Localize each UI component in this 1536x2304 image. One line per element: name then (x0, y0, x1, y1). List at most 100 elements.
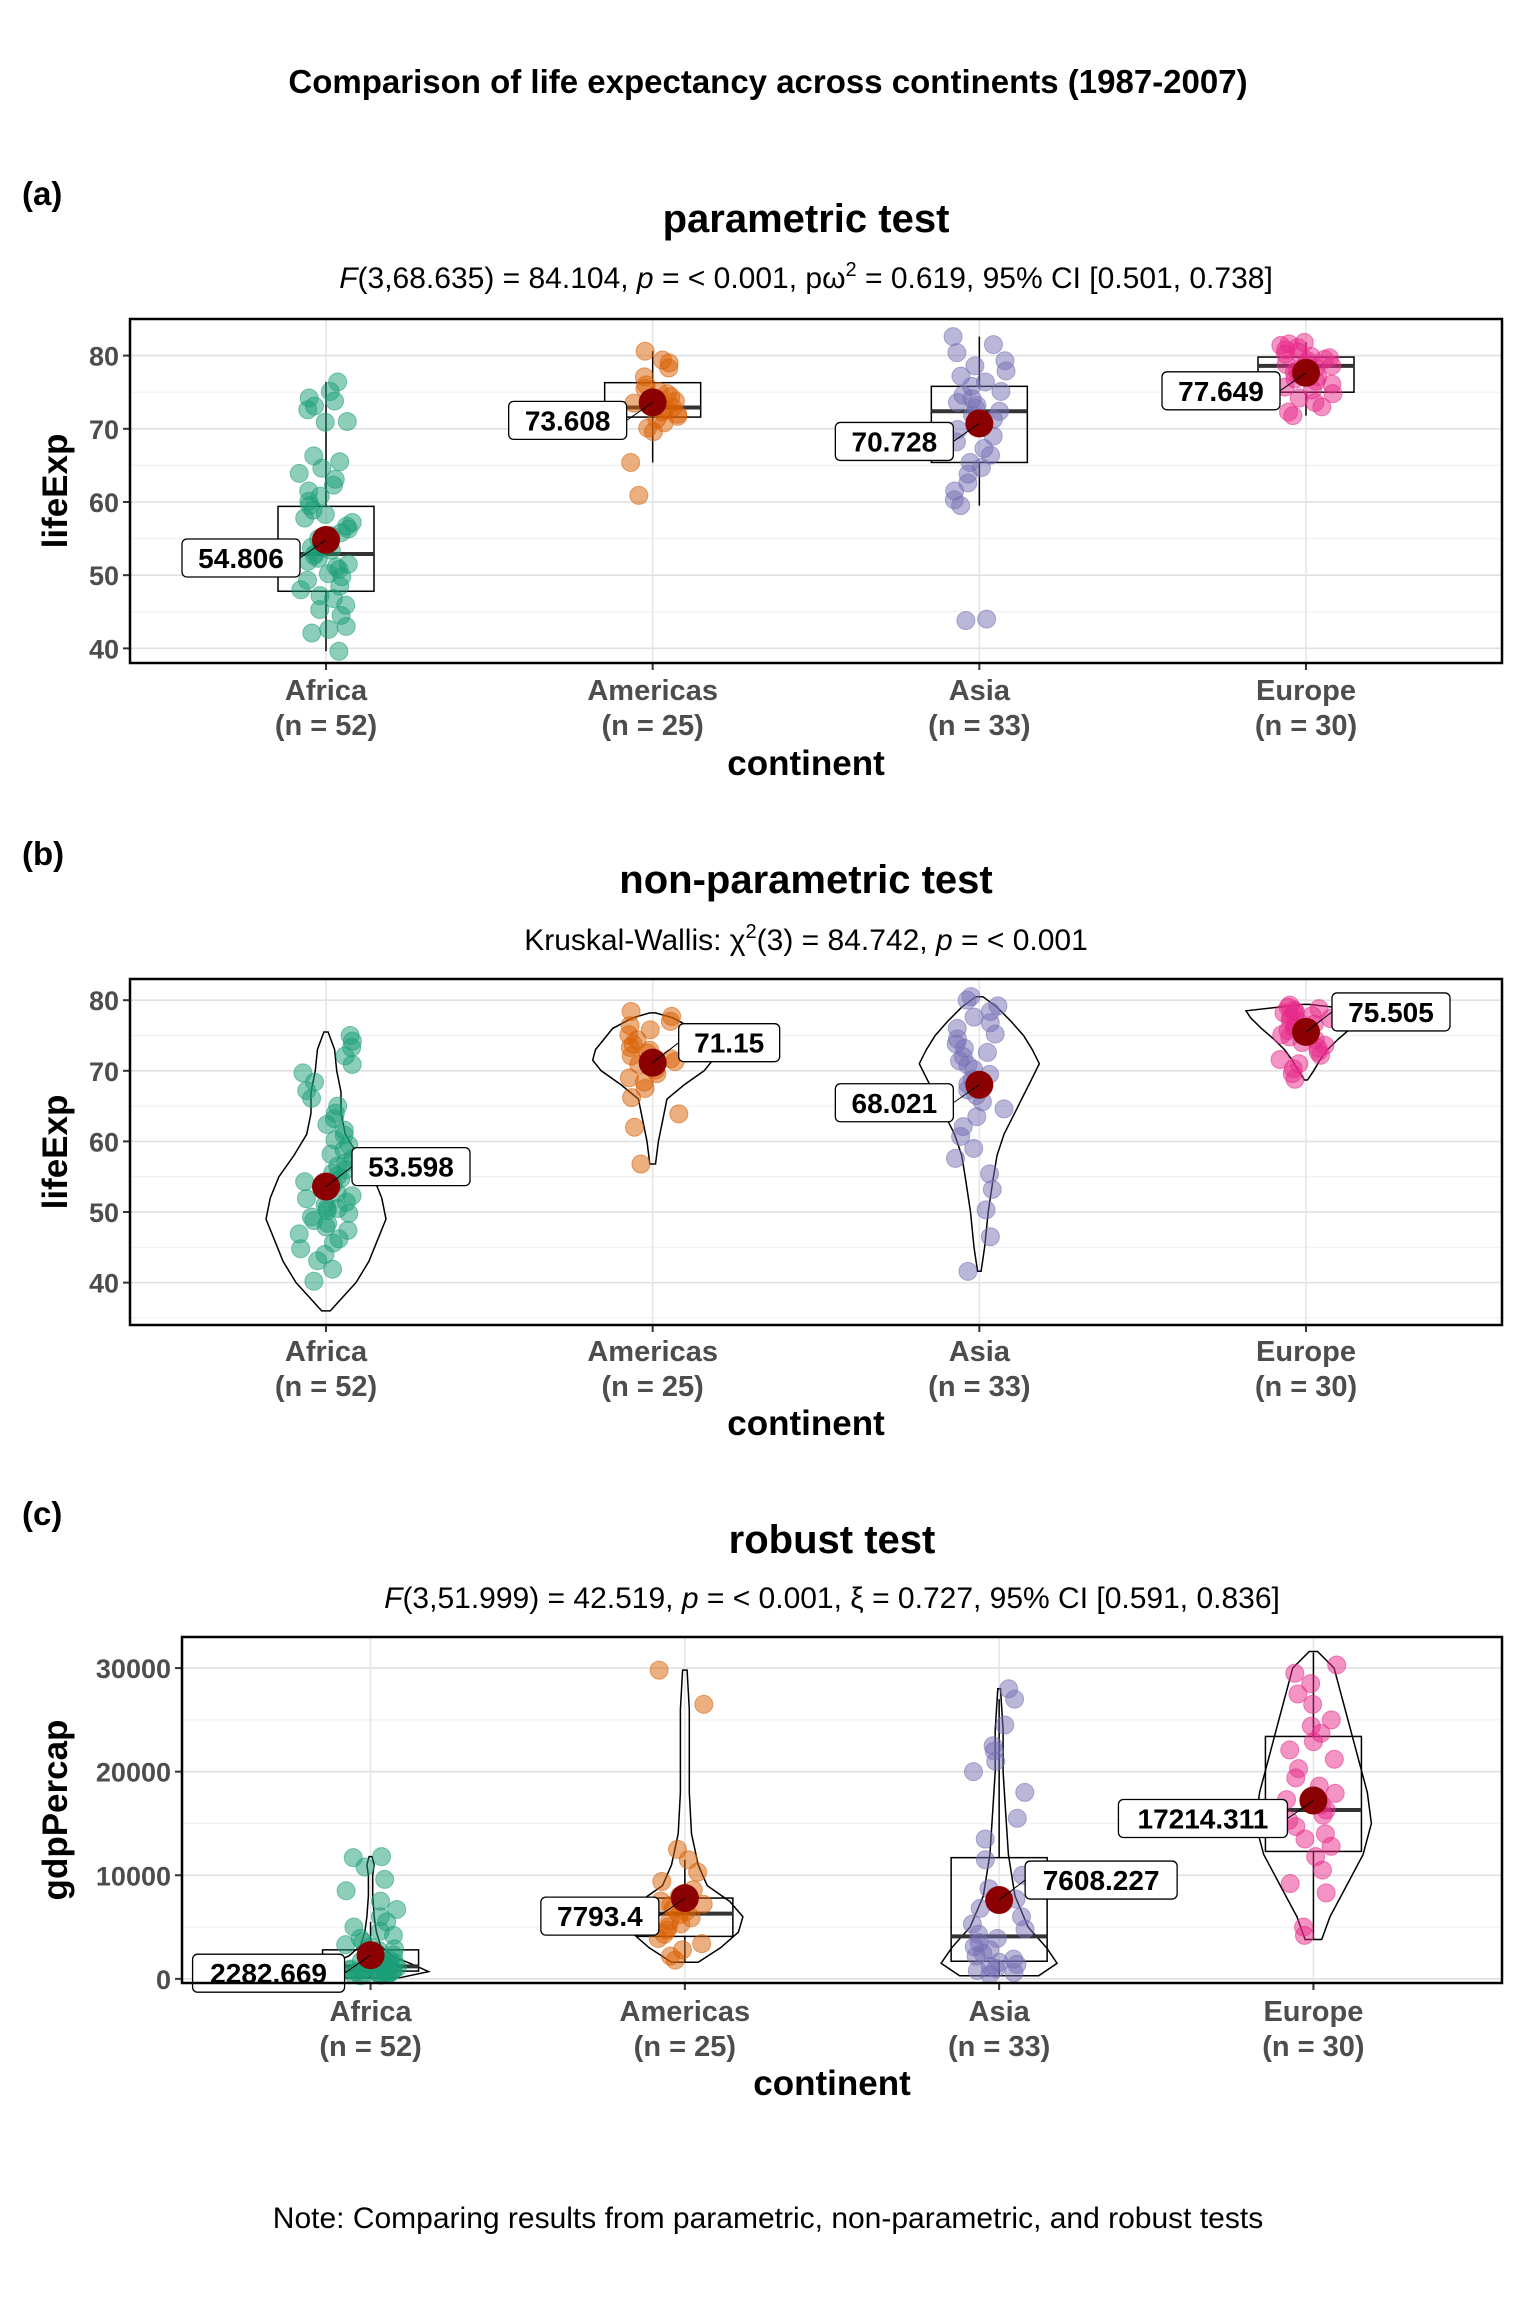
mean-label-box (351, 1146, 471, 1187)
data-point (965, 356, 985, 376)
mean-label-connector (344, 1954, 371, 1974)
x-tick-label: Asia (969, 1996, 1031, 2028)
data-point (1289, 1054, 1309, 1074)
data-point (337, 411, 357, 431)
y-tick-label: 70 (89, 1057, 119, 1087)
mean-label-box (1161, 371, 1281, 411)
data-point (631, 1154, 651, 1174)
panel-subtitle: F(3,68.635) = 84.104, p = < 0.001, pω2 =… (339, 259, 1273, 295)
data-point (1279, 402, 1299, 422)
data-point (1303, 1694, 1323, 1714)
y-tick-label: 20000 (96, 1758, 171, 1788)
y-tick-label: 0 (156, 1965, 171, 1995)
data-point (1288, 1684, 1308, 1704)
mean-label-box (834, 1083, 954, 1123)
x-axis-label: continent (753, 2064, 911, 2103)
data-point (953, 1117, 973, 1137)
data-point (991, 381, 1011, 401)
data-point (694, 1694, 714, 1714)
mean-label-connector (1305, 1011, 1333, 1033)
data-point (1004, 1949, 1024, 1969)
x-tick-count: (n = 33) (928, 1371, 1030, 1403)
data-point (947, 343, 967, 363)
data-point (964, 1138, 984, 1158)
data-point (964, 1007, 984, 1027)
data-point (961, 987, 981, 1007)
x-tick-label: Africa (285, 1336, 368, 1368)
data-point (295, 1172, 315, 1192)
x-tick-count: (n = 52) (319, 2031, 421, 2063)
data-point (298, 570, 318, 590)
panel-title: non-parametric test (619, 858, 992, 902)
panel-subtitle: F(3,51.999) = 42.519, p = < 0.001, ξ = 0… (384, 1582, 1280, 1615)
data-point (621, 452, 641, 472)
y-axis-label: lifeExp (36, 434, 75, 549)
data-point (329, 641, 349, 661)
mean-label-box (1331, 992, 1451, 1032)
violin-europe (1254, 1650, 1373, 1941)
mean-label-box (834, 421, 954, 462)
data-point (990, 401, 1010, 421)
data-point (945, 1148, 965, 1168)
data-point (289, 463, 309, 483)
data-point (980, 1227, 1000, 1247)
mean-label-box (678, 1023, 781, 1063)
mean-label-connector (1279, 372, 1307, 392)
data-point (299, 481, 319, 501)
data-point (328, 372, 348, 392)
y-tick-label: 60 (89, 1127, 119, 1157)
panels: (a) parametric test F(3,68.635) = 84.104, … (22, 175, 1504, 2103)
y-axis-label: gdpPercap (36, 1720, 75, 1901)
x-tick-count: (n = 25) (601, 710, 703, 742)
data-point (982, 1179, 1002, 1199)
mean-label-connector (1287, 1800, 1314, 1819)
mean-label: 70.728 (852, 426, 938, 457)
data-point (986, 1751, 1006, 1771)
data-point (302, 623, 322, 643)
data-point (1301, 1716, 1321, 1736)
data-point (947, 1018, 967, 1038)
data-point (977, 1042, 997, 1062)
panel-title: parametric test (663, 197, 950, 241)
x-tick-count: (n = 33) (928, 710, 1030, 742)
data-point (995, 351, 1015, 371)
data-point (304, 446, 324, 466)
data-point (1315, 1824, 1335, 1844)
data-point (343, 1848, 363, 1868)
plot-frame (180, 1635, 1504, 1985)
x-tick-label: Africa (329, 1996, 412, 2028)
mean-label: 68.021 (852, 1088, 938, 1119)
data-point (323, 1259, 343, 1279)
data-point (980, 1164, 1000, 1184)
panel-3: (c) robust test F(3,51.999) = 42.519, p = … (22, 1495, 1504, 2103)
data-point (1015, 1782, 1035, 1802)
data-point (371, 1891, 391, 1911)
data-point (669, 1104, 689, 1124)
x-tick-count: (n = 52) (275, 710, 377, 742)
x-tick-label: Africa (285, 675, 368, 707)
mean-label: 77.649 (1178, 376, 1264, 407)
data-point (975, 1850, 995, 1870)
data-point (1285, 1663, 1305, 1683)
x-tick-label: Europe (1263, 1996, 1363, 2028)
data-point (1012, 1907, 1032, 1927)
data-point (387, 1899, 407, 1919)
data-point (662, 1006, 682, 1026)
data-point (1301, 1674, 1321, 1694)
data-point (344, 1917, 364, 1937)
x-tick-count: (n = 30) (1255, 1371, 1357, 1403)
data-point (956, 611, 976, 631)
y-tick-label: 30000 (96, 1654, 171, 1684)
data-point (375, 1869, 395, 1889)
data-point (963, 1762, 983, 1782)
data-point (1325, 1783, 1345, 1803)
data-point (652, 1871, 672, 1891)
data-point (315, 412, 335, 432)
data-point (977, 609, 997, 629)
x-tick-count: (n = 33) (948, 2031, 1050, 2063)
x-tick-label: Europe (1256, 675, 1356, 707)
data-point (372, 1847, 392, 1867)
data-point (299, 388, 319, 408)
data-point (310, 586, 330, 606)
x-tick-count: (n = 52) (275, 1371, 377, 1403)
